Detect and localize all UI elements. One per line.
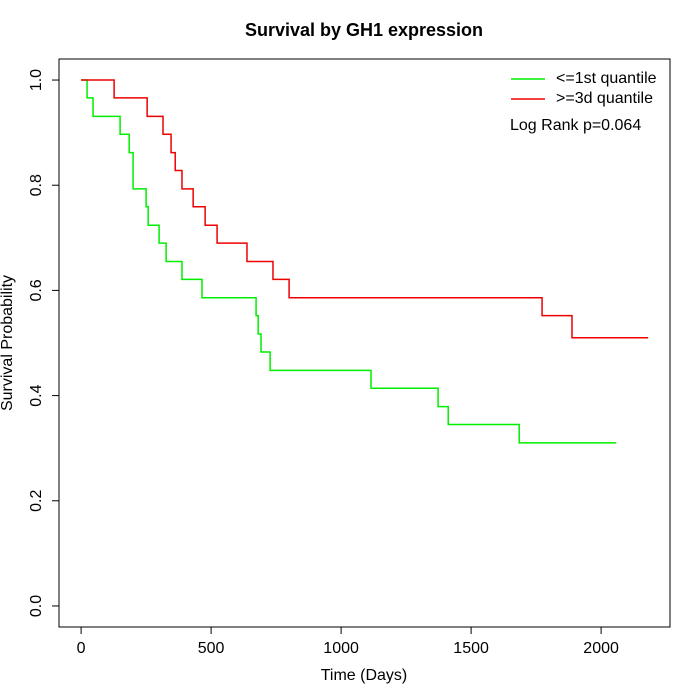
x-tick-label: 1500 [453, 640, 489, 657]
survival-curve [81, 79, 649, 339]
x-tick-label: 500 [198, 640, 225, 657]
x-tick-label: 1000 [323, 640, 359, 657]
x-tick-label: 2000 [583, 640, 619, 657]
survival-curve [81, 79, 617, 444]
y-tick-label: 0.0 [28, 595, 45, 617]
x-axis-label: Time (Days) [321, 667, 408, 684]
legend-label: >=3d quantile [556, 90, 653, 107]
chart-title: Survival by GH1 expression [245, 20, 483, 40]
y-tick-label: 0.4 [28, 384, 45, 406]
annotation: Log Rank p=0.064 [510, 117, 641, 134]
y-tick-label: 0.8 [28, 174, 45, 196]
legend-label: <=1st quantile [556, 70, 657, 87]
y-tick-label: 0.6 [28, 279, 45, 301]
y-axis-label: Survival Probability [0, 275, 16, 411]
y-tick-label: 0.2 [28, 490, 45, 512]
x-tick-label: 0 [77, 640, 86, 657]
plot-frame [58, 58, 671, 628]
y-tick-label: 1.0 [28, 69, 45, 91]
